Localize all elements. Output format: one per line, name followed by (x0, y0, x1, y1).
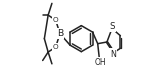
Text: B: B (57, 29, 63, 38)
Text: O: O (53, 17, 58, 23)
Text: N: N (110, 49, 116, 59)
Text: OH: OH (94, 58, 106, 67)
Text: O: O (53, 44, 58, 50)
Text: S: S (110, 22, 115, 31)
